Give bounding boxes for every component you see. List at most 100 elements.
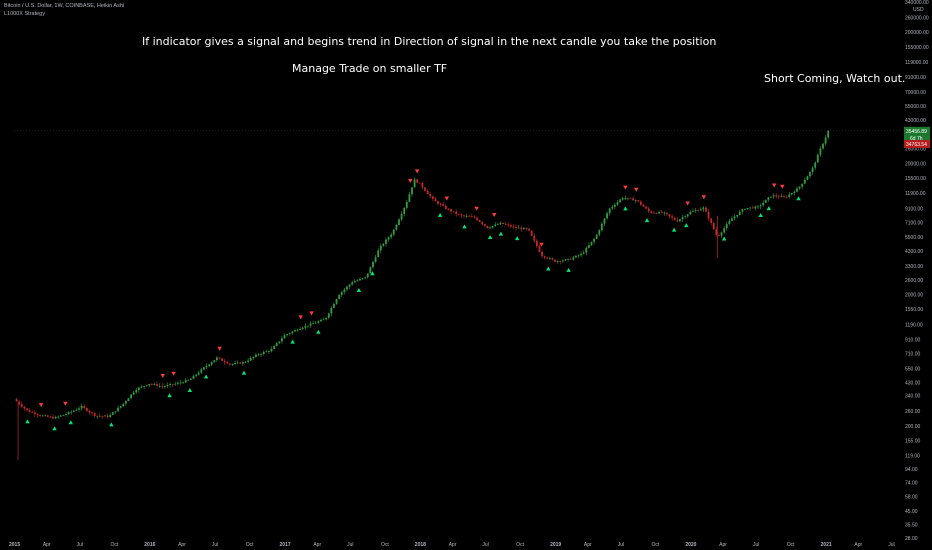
buy-signal-marker — [167, 393, 172, 398]
buy-signal-marker — [623, 206, 628, 211]
candle-body — [46, 415, 49, 417]
candle-body — [548, 258, 551, 260]
y-tick-label: 430.00 — [905, 380, 921, 386]
candle-body — [234, 362, 237, 365]
candle-body — [447, 208, 450, 210]
candle-body — [541, 251, 543, 257]
candle-body — [608, 208, 611, 214]
candle-body — [210, 362, 213, 365]
candle-body — [387, 237, 390, 240]
candle-body — [437, 201, 439, 204]
candle-body — [273, 345, 276, 349]
candle-body — [668, 214, 671, 217]
candle-body — [281, 338, 283, 342]
candle-body — [788, 194, 791, 198]
candle-body — [408, 194, 411, 202]
candle-body — [595, 234, 598, 239]
candle-body — [710, 218, 713, 223]
y-tick-label: 2600.00 — [905, 278, 923, 284]
candle-body — [559, 261, 562, 262]
sell-signal-marker — [474, 206, 479, 211]
candle-body — [590, 241, 593, 246]
candle-body — [767, 197, 770, 200]
candle-body — [478, 220, 481, 222]
y-tick-label: 200000.00 — [905, 30, 929, 36]
candle-body — [520, 227, 523, 230]
buy-signal-marker — [109, 422, 114, 427]
candle-body — [301, 327, 304, 329]
y-tick-label: 710.00 — [905, 352, 921, 358]
candle-body — [619, 199, 622, 203]
candle-body — [124, 401, 127, 404]
annotation-line-1: If indicator gives a signal and begins t… — [142, 35, 717, 48]
candle-body — [637, 200, 640, 202]
candle-body — [681, 217, 684, 220]
candle-body — [294, 330, 296, 332]
candle-body — [738, 211, 741, 216]
candle-body — [486, 225, 489, 229]
x-tick-label: Apr — [584, 542, 592, 548]
candle-body — [361, 278, 364, 280]
candle-body — [533, 235, 536, 241]
candle-body — [509, 225, 512, 227]
candle-body — [148, 383, 151, 386]
candle-body — [252, 356, 255, 358]
candle-body — [692, 211, 694, 212]
secondary-price-tag — [904, 139, 930, 148]
candle-body — [356, 280, 359, 282]
candle-body — [489, 227, 491, 229]
candle-body — [338, 294, 341, 300]
candle-body — [569, 258, 572, 260]
candle-body — [403, 207, 406, 214]
candle-body — [80, 405, 83, 409]
candle-body — [260, 353, 263, 355]
x-tick-label: Apr — [313, 542, 321, 548]
candle-body — [530, 230, 533, 236]
candle-body — [442, 204, 445, 206]
candle-body — [754, 206, 757, 209]
y-tick-label: 119.00 — [905, 454, 920, 460]
candle-body — [400, 213, 403, 220]
candle-body — [803, 179, 806, 184]
candle-body — [546, 257, 549, 259]
buy-signal-marker — [721, 236, 727, 241]
y-tick-label: 260000.00 — [905, 15, 929, 21]
sell-signal-marker — [780, 184, 785, 189]
candle-body — [62, 414, 65, 416]
candle-body — [72, 410, 75, 412]
candle-body — [307, 325, 309, 327]
candle-body — [689, 211, 692, 215]
candle-body — [366, 273, 369, 278]
candle-body — [340, 291, 343, 295]
candle-body — [759, 205, 762, 207]
candle-body — [202, 367, 205, 370]
y-tick-label: 200.00 — [905, 424, 921, 430]
candle-body — [65, 414, 67, 415]
candle-body — [18, 401, 21, 405]
buy-signal-marker — [644, 218, 650, 223]
candle-body — [122, 403, 125, 407]
candle-body — [59, 415, 62, 417]
x-tick-label: 2021 — [821, 542, 832, 548]
candle-body — [205, 366, 208, 368]
candle-body — [702, 207, 705, 210]
candle-body — [161, 385, 164, 387]
candle-body — [117, 407, 119, 412]
candle-body — [200, 369, 203, 373]
candle-body — [36, 414, 39, 416]
y-tick-label: 260.00 — [905, 409, 921, 415]
candle-body — [320, 319, 322, 322]
buy-signal-marker — [25, 419, 30, 424]
candle-body — [528, 228, 530, 231]
candle-body — [522, 227, 525, 230]
candle-body — [364, 277, 367, 279]
candle-body — [39, 414, 41, 416]
candle-body — [504, 223, 507, 225]
candle-body — [452, 211, 455, 213]
y-tick-label: 45.00 — [905, 509, 918, 515]
sell-signal-marker — [408, 178, 413, 183]
candle-body — [265, 351, 268, 353]
x-tick-label: Jul — [888, 542, 894, 548]
